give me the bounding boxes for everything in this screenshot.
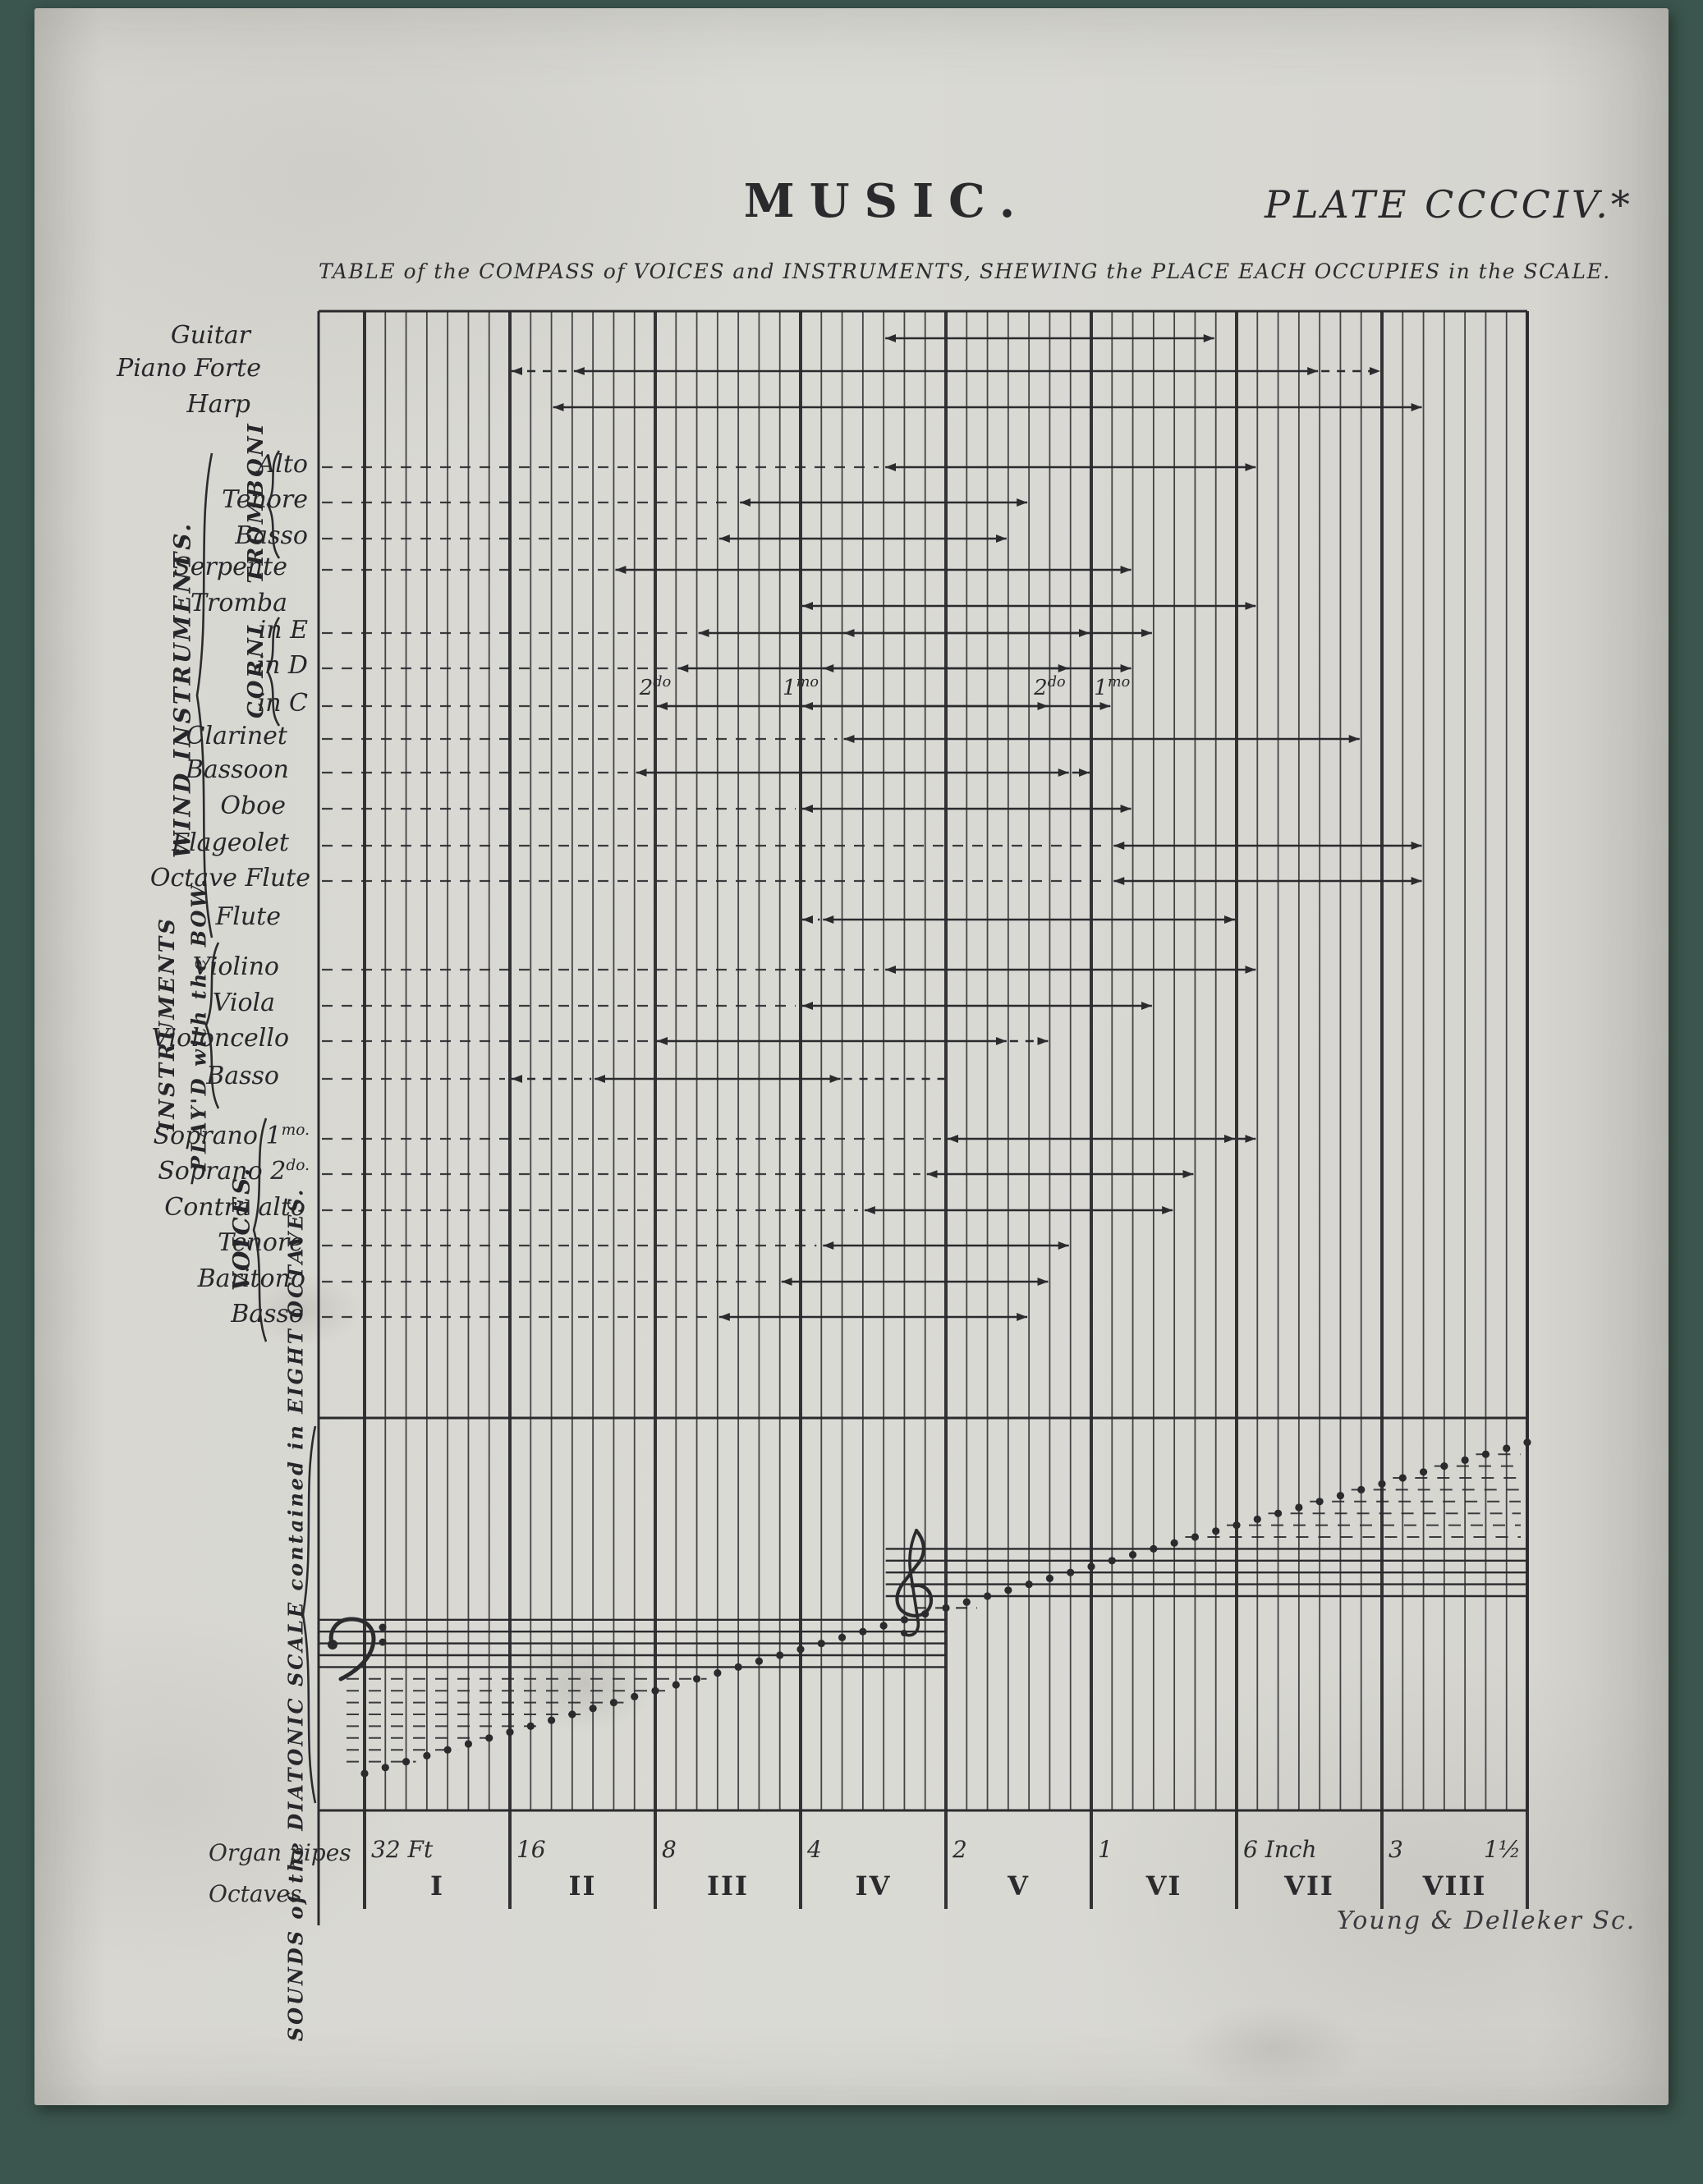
row-label-oboe: Oboe — [220, 791, 286, 820]
group-label-tromboni: TROMBONI — [244, 421, 269, 584]
engraver-credit: Young & Delleker Sc. — [1337, 1906, 1636, 1935]
svg-text:1: 1 — [1098, 1836, 1113, 1863]
svg-text:I: I — [430, 1870, 444, 1902]
group-label-instruments: INSTRUMENTS — [155, 916, 180, 1131]
row-label-baritono: Baritono — [197, 1264, 305, 1293]
row-label-basso: Basso — [231, 1300, 304, 1328]
row-label-flute: Flute — [215, 902, 281, 931]
svg-text:V: V — [1007, 1870, 1030, 1902]
row-label-alto: Alto — [257, 450, 308, 479]
row-label-serpente: Serpente — [173, 553, 287, 581]
svg-text:2: 2 — [952, 1836, 967, 1863]
row-label-tenore: Tenore — [222, 485, 308, 514]
row-label-violoncello: Violoncello — [151, 1024, 289, 1053]
svg-text:32 Ft: 32 Ft — [371, 1836, 434, 1863]
row-label-octave-flute: Octave Flute — [149, 864, 310, 892]
group-label-sounds-of-the-diatonic-scale-c: SOUNDS of the DIATONIC SCALE contained i… — [283, 1186, 308, 2042]
row-label-in-e: in E — [258, 616, 308, 645]
octaves-axis-label: Octaves — [209, 1880, 302, 1907]
organ-pipes-axis-label: Organ pipes — [209, 1839, 351, 1866]
row-label-contra-alto: Contra alto — [164, 1193, 305, 1222]
svg-text:4: 4 — [806, 1836, 822, 1863]
group-label-voices-: VOICES. — [227, 1165, 255, 1292]
plate-subtitle: TABLE of the COMPASS of VOICES and INSTR… — [319, 259, 1611, 283]
row-label-violino: Violino — [192, 952, 279, 981]
row-label-flageolet: Flageolet — [172, 828, 289, 857]
svg-text:IV: IV — [856, 1870, 892, 1902]
row-label-basso: Basso — [235, 521, 308, 550]
svg-text:16: 16 — [516, 1836, 546, 1863]
row-label-viola: Viola — [212, 989, 275, 1017]
paper-sheet — [34, 8, 1669, 2105]
row-label-in-d: in D — [256, 651, 308, 680]
row-label-basso: Basso — [206, 1062, 279, 1090]
page-title: MUSIC. — [743, 174, 1031, 228]
svg-text:6 Inch: 6 Inch — [1243, 1836, 1317, 1863]
svg-text:VI: VI — [1145, 1870, 1182, 1902]
row-label-tenore: Tenore — [218, 1228, 304, 1257]
svg-text:VIII: VIII — [1422, 1870, 1487, 1902]
svg-text:8: 8 — [662, 1836, 677, 1863]
group-label-play-d-with-the-bow-: PLAY'D with the BOW. — [186, 876, 211, 1172]
row-label-piano-forte: Piano Forte — [117, 354, 261, 383]
group-label-wind-instruments-: WIND INSTRUMENTS. — [168, 521, 196, 859]
row-label-bassoon: Bassoon — [185, 755, 289, 784]
row-label-clarinet: Clarinet — [186, 722, 287, 750]
svg-text:1½: 1½ — [1484, 1836, 1521, 1863]
svg-text:III: III — [707, 1870, 749, 1902]
row-label-in-c: in C — [257, 689, 308, 718]
svg-text:II: II — [569, 1870, 597, 1902]
row-label-guitar: Guitar — [170, 321, 250, 350]
svg-text:VII: VII — [1283, 1870, 1334, 1902]
row-label-soprano-2: Soprano 2do. — [158, 1157, 310, 1186]
plate-number: PLATE CCCCIV.* — [1265, 182, 1633, 227]
row-label-tromba: Tromba — [190, 589, 287, 617]
group-label-corni: CORNI — [244, 623, 269, 718]
svg-text:3: 3 — [1389, 1836, 1403, 1863]
row-label-soprano-1: Soprano 1mo. — [153, 1122, 310, 1150]
row-label-harp: Harp — [186, 390, 250, 419]
